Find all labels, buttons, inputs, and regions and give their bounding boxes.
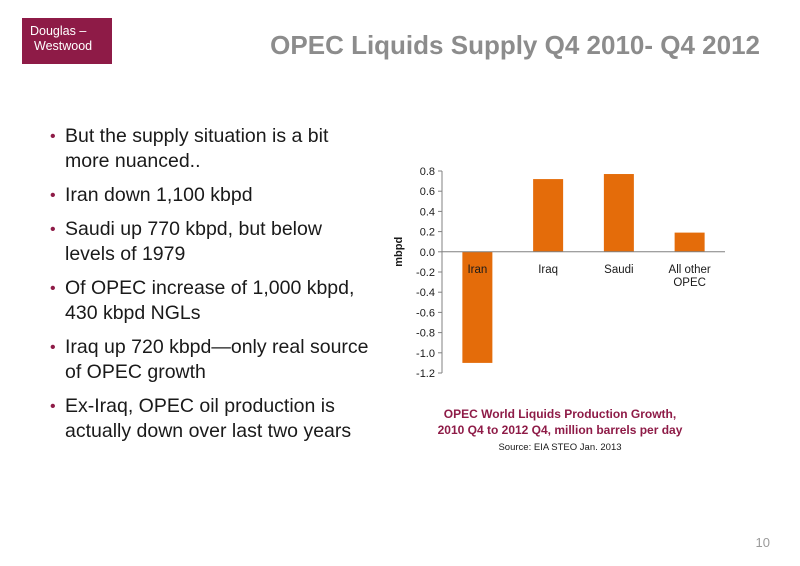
bar-chart: 0.8 0.6 0.4 0.2 0.0 -0.2 -0.4 -0.6 -0.8 -1.0 -1.2 m… (393, 166, 725, 380)
category-label: Iraq (538, 264, 558, 276)
bullet-item: • Of OPEC increase of 1,000 kbpd, 430 kbp… (50, 276, 370, 326)
y-tick-label: 0.4 (420, 206, 435, 218)
bullet-item: • Ex-Iraq, OPEC oil production is actuall… (50, 394, 370, 444)
bullet-text: Ex-Iraq, OPEC oil production is actually… (65, 395, 352, 442)
y-axis-title: mbpd (393, 237, 405, 267)
bullet-text: Iran down 1,100 kbpd (65, 184, 253, 206)
category-label: All other (669, 264, 711, 276)
category-label: OPEC (673, 277, 706, 289)
logo: Douglas – Westwood (22, 18, 112, 64)
y-tick-label: -1.2 (416, 368, 435, 380)
bullet-icon: • (50, 221, 56, 238)
y-tick-label: 0.2 (420, 227, 435, 239)
bullet-icon: • (50, 398, 56, 415)
bullet-item: • But the supply situation is a bit more … (50, 124, 370, 174)
y-tick-label: -1.0 (416, 348, 435, 360)
source-note: Source: EIA STEO Jan. 2013 (498, 442, 622, 453)
y-tick-label: -0.8 (416, 328, 435, 340)
chart-title-line-2: 2010 Q4 to 2012 Q4, million barrels per … (437, 423, 683, 437)
y-tick-label: 0.6 (420, 186, 435, 198)
bullet-item: • Iraq up 720 kbpd—only real source of OP… (50, 335, 370, 385)
bar (674, 232, 705, 252)
y-tick-label: -0.4 (416, 287, 435, 299)
bar (533, 179, 564, 252)
bullet-item: • Iran down 1,100 kbpd (50, 183, 370, 208)
page-number: 10 (755, 535, 770, 550)
y-tick-label: 0.8 (420, 166, 435, 178)
bullet-item: • Saudi up 770 kbpd, but below levels of … (50, 217, 370, 267)
y-tick-label: -0.2 (416, 267, 435, 279)
category-label: Iran (467, 264, 487, 276)
logo-line-1: Douglas – (30, 24, 87, 38)
bullet-text: Saudi up 770 kbpd, but below levels of 1… (65, 218, 322, 265)
bar (603, 174, 634, 252)
chart-title: OPEC World Liquids Production Growth, 20… (400, 406, 720, 438)
y-tick-label: -0.6 (416, 307, 435, 319)
bullet-list: • But the supply situation is a bit more … (50, 124, 370, 453)
page-title: OPEC Liquids Supply Q4 2010- Q4 2012 (270, 30, 760, 60)
bullet-text: Of OPEC increase of 1,000 kbpd, 430 kbpd… (65, 277, 355, 324)
bullet-text: Iraq up 720 kbpd—only real source of OPE… (65, 336, 369, 383)
bar (462, 251, 493, 363)
bullet-icon: • (50, 187, 56, 204)
bullet-icon: • (50, 339, 56, 356)
chart-title-line-1: OPEC World Liquids Production Growth, (443, 407, 677, 421)
logo-line-2: Westwood (34, 39, 93, 53)
category-label: Saudi (604, 264, 633, 276)
bullet-icon: • (50, 128, 56, 145)
bullet-text: But the supply situation is a bit more n… (65, 125, 329, 172)
y-tick-label: 0.0 (420, 247, 435, 259)
bullet-icon: • (50, 280, 56, 297)
